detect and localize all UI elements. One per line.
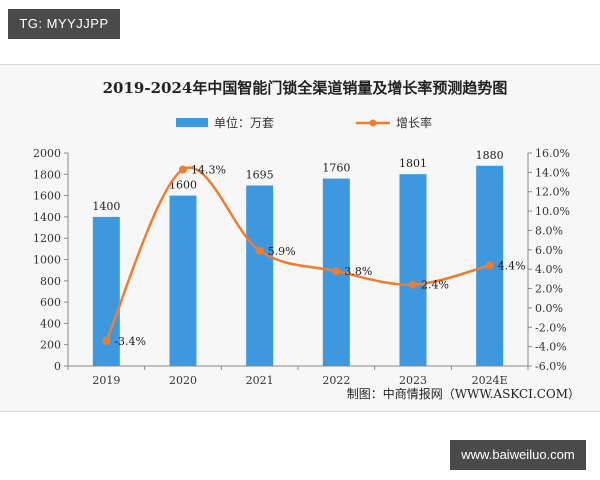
growth-value-label: 2.4%: [421, 279, 449, 292]
growth-value-label: 5.9%: [268, 245, 296, 258]
growth-point: [409, 280, 417, 289]
x-axis-tick-label: 2023: [399, 374, 427, 387]
right-axis-tick-label: 16.0%: [535, 147, 570, 160]
source-note: 制图：中商情报网（WWW.ASKCI.COM）: [347, 386, 580, 401]
growth-point: [102, 336, 111, 345]
legend-bar-swatch: [176, 118, 208, 127]
right-axis-tick-label: 12.0%: [535, 186, 570, 199]
bar-value-label: 1801: [399, 157, 427, 170]
bar-labels: 1400 1600 1695 1760 1801 1880: [92, 149, 503, 213]
bar-value-label: 1600: [169, 179, 197, 192]
right-axis-tick-label: 4.0%: [535, 263, 563, 276]
left-axis-tick-label: 400: [40, 317, 61, 330]
legend: 单位：万套 增长率: [176, 115, 432, 130]
left-axis-tick-label: 800: [40, 275, 61, 288]
growth-point: [179, 165, 187, 174]
x-axis-tick-label: 2020: [169, 374, 197, 387]
legend-line-label: 增长率: [396, 115, 432, 130]
right-axis-tick-label: 10.0%: [535, 205, 570, 218]
growth-line-path: [105, 166, 490, 342]
tag-label: TG: MYYJJPP: [8, 9, 120, 39]
right-axis-tick-label: 6.0%: [535, 244, 563, 257]
left-axis-tick-label: 1800: [33, 168, 61, 181]
growth-line: [102, 165, 494, 345]
growth-value-label: 3.8%: [344, 265, 372, 278]
chart-title: 2019-2024年中国智能门锁全渠道销量及增长率预测趋势图: [103, 79, 508, 97]
chart-panel: 2019-2024年中国智能门锁全渠道销量及增长率预测趋势图 单位：万套 增长率…: [0, 64, 600, 412]
x-axis-tick-label: 2019: [92, 374, 120, 387]
bar: [399, 174, 427, 366]
legend-bar-label: 单位：万套: [214, 115, 274, 130]
left-axis-tick-label: 1400: [33, 211, 61, 224]
left-axis-tick-label: 1000: [33, 254, 61, 267]
legend-line-marker: [369, 119, 377, 127]
x-axis-tick-label: 2022: [322, 374, 350, 387]
right-axis-tick-label: 14.0%: [535, 166, 570, 179]
bars: [92, 165, 504, 366]
x-axis-tick-label: 2024E: [472, 374, 508, 387]
chart-svg: 2019-2024年中国智能门锁全渠道销量及增长率预测趋势图 单位：万套 增长率…: [33, 79, 580, 401]
bar-value-label: 1695: [246, 168, 274, 181]
bar-value-label: 1400: [92, 200, 120, 213]
bar-value-label: 1760: [322, 162, 350, 175]
site-label: www.baiweiluo.com: [450, 440, 586, 470]
left-axis-tick-label: 0: [54, 360, 61, 373]
growth-value-label: 14.3%: [191, 163, 226, 176]
bar: [169, 195, 197, 366]
right-axis-tick-label: 2.0%: [535, 283, 563, 296]
line-labels: -3.4% 14.3% 5.9% 3.8% 2.4% 4.4%: [114, 163, 525, 347]
right-axis-tick-label: 8.0%: [535, 224, 563, 237]
left-axis-tick-label: 200: [40, 339, 61, 352]
growth-value-label: 4.4%: [498, 259, 526, 272]
growth-value-label: -3.4%: [114, 335, 146, 348]
growth-point: [485, 261, 494, 270]
bar-value-label: 1880: [476, 149, 504, 162]
left-axis-tick-label: 2000: [33, 147, 61, 160]
growth-point: [332, 267, 341, 276]
bar: [246, 185, 274, 366]
x-axis-tick-label: 2021: [246, 374, 274, 387]
axes: 0 200 400 600 800 1000 1200 1400 1600 1800 2000 -6.…: [33, 147, 570, 387]
left-axis-tick-label: 1600: [33, 190, 61, 203]
right-axis-tick-label: -6.0%: [535, 360, 567, 373]
left-axis-tick-label: 1200: [33, 232, 61, 245]
right-axis-tick-label: 0.0%: [535, 302, 563, 315]
right-axis-tick-label: -2.0%: [535, 321, 567, 334]
growth-point: [255, 246, 264, 255]
left-axis-tick-label: 600: [40, 296, 61, 309]
right-axis-tick-label: -4.0%: [535, 341, 567, 354]
